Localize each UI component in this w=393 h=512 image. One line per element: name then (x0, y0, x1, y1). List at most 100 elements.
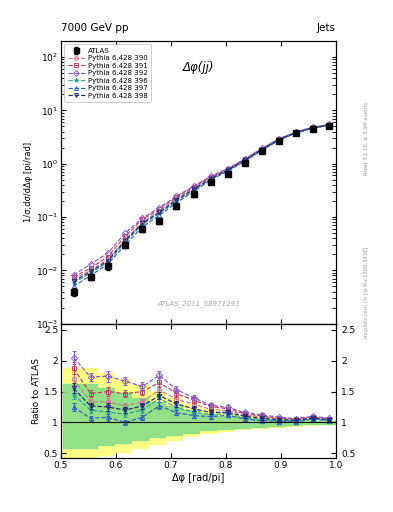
Pythia 6.428 396 (259, 147, 264, 153)
Pythia 6.428 398 (327, 122, 332, 128)
Pythia 6.428 392 (294, 129, 298, 135)
Pythia 6.428 391 (140, 217, 145, 223)
Pythia 6.428 398 (242, 157, 247, 163)
Pythia 6.428 397 (71, 283, 76, 289)
Pythia 6.428 390 (208, 175, 213, 181)
Pythia 6.428 396 (140, 222, 145, 228)
Pythia 6.428 391 (71, 274, 76, 280)
Pythia 6.428 396 (191, 187, 196, 194)
Pythia 6.428 398 (105, 258, 110, 264)
Pythia 6.428 390 (105, 257, 110, 263)
Pythia 6.428 397 (88, 272, 93, 279)
Y-axis label: Ratio to ATLAS: Ratio to ATLAS (32, 358, 41, 424)
Pythia 6.428 390 (225, 166, 230, 173)
Pythia 6.428 391 (123, 233, 128, 239)
Line: Pythia 6.428 392: Pythia 6.428 392 (72, 122, 332, 277)
Pythia 6.428 392 (174, 193, 179, 199)
Text: Rivet 3.1.10, ≥ 3.3M events: Rivet 3.1.10, ≥ 3.3M events (364, 101, 369, 175)
Pythia 6.428 392 (71, 272, 76, 278)
Pythia 6.428 398 (191, 186, 196, 193)
Pythia 6.428 390 (123, 237, 128, 243)
Pythia 6.428 390 (259, 146, 264, 152)
Pythia 6.428 391 (259, 146, 264, 152)
Pythia 6.428 391 (310, 124, 315, 131)
Pythia 6.428 391 (157, 206, 162, 212)
Pythia 6.428 392 (123, 230, 128, 236)
Pythia 6.428 390 (310, 124, 315, 131)
Pythia 6.428 397 (191, 188, 196, 195)
Pythia 6.428 392 (208, 174, 213, 180)
Pythia 6.428 392 (327, 121, 332, 127)
Pythia 6.428 397 (327, 122, 332, 129)
Pythia 6.428 390 (140, 219, 145, 225)
Pythia 6.428 390 (294, 129, 298, 135)
Legend: ATLAS, Pythia 6.428 390, Pythia 6.428 391, Pythia 6.428 392, Pythia 6.428 396, P: ATLAS, Pythia 6.428 390, Pythia 6.428 39… (64, 45, 151, 102)
Pythia 6.428 396 (225, 167, 230, 174)
Y-axis label: 1/σ;dσ/dΔφ [pi/rad]: 1/σ;dσ/dΔφ [pi/rad] (24, 142, 33, 222)
Pythia 6.428 398 (140, 220, 145, 226)
Text: 7000 GeV pp: 7000 GeV pp (61, 23, 129, 33)
Pythia 6.428 392 (276, 136, 281, 142)
X-axis label: Δφ [rad/pi]: Δφ [rad/pi] (172, 473, 225, 483)
Pythia 6.428 396 (123, 239, 128, 245)
Pythia 6.428 397 (310, 125, 315, 131)
Pythia 6.428 391 (294, 129, 298, 135)
Pythia 6.428 396 (208, 176, 213, 182)
Pythia 6.428 397 (140, 224, 145, 230)
Pythia 6.428 397 (259, 147, 264, 154)
Pythia 6.428 397 (157, 212, 162, 218)
Pythia 6.428 398 (294, 130, 298, 136)
Pythia 6.428 392 (88, 261, 93, 267)
Pythia 6.428 391 (88, 265, 93, 271)
Pythia 6.428 398 (259, 146, 264, 153)
Pythia 6.428 390 (191, 185, 196, 191)
Pythia 6.428 390 (71, 276, 76, 282)
Pythia 6.428 391 (327, 121, 332, 127)
Pythia 6.428 396 (174, 198, 179, 204)
Pythia 6.428 398 (123, 238, 128, 244)
Pythia 6.428 390 (276, 136, 281, 142)
Pythia 6.428 396 (276, 137, 281, 143)
Pythia 6.428 391 (191, 184, 196, 190)
Pythia 6.428 397 (294, 130, 298, 136)
Text: Jets: Jets (317, 23, 336, 33)
Pythia 6.428 398 (208, 176, 213, 182)
Pythia 6.428 398 (71, 279, 76, 285)
Pythia 6.428 398 (88, 268, 93, 274)
Pythia 6.428 391 (225, 166, 230, 172)
Pythia 6.428 397 (276, 137, 281, 143)
Pythia 6.428 397 (123, 242, 128, 248)
Pythia 6.428 392 (191, 183, 196, 189)
Pythia 6.428 396 (157, 210, 162, 216)
Pythia 6.428 397 (208, 177, 213, 183)
Pythia 6.428 398 (276, 137, 281, 143)
Line: Pythia 6.428 391: Pythia 6.428 391 (72, 122, 332, 279)
Pythia 6.428 398 (174, 197, 179, 203)
Pythia 6.428 396 (71, 280, 76, 286)
Pythia 6.428 392 (310, 124, 315, 130)
Pythia 6.428 396 (294, 130, 298, 136)
Pythia 6.428 390 (174, 196, 179, 202)
Text: ATLAS_2011_S8971293: ATLAS_2011_S8971293 (157, 300, 240, 307)
Pythia 6.428 396 (327, 122, 332, 128)
Pythia 6.428 390 (327, 122, 332, 128)
Pythia 6.428 392 (157, 204, 162, 210)
Pythia 6.428 397 (242, 158, 247, 164)
Line: Pythia 6.428 390: Pythia 6.428 390 (72, 122, 332, 282)
Pythia 6.428 397 (174, 200, 179, 206)
Pythia 6.428 392 (225, 165, 230, 172)
Pythia 6.428 392 (242, 156, 247, 162)
Line: Pythia 6.428 398: Pythia 6.428 398 (72, 123, 332, 284)
Pythia 6.428 396 (88, 270, 93, 276)
Pythia 6.428 397 (225, 168, 230, 174)
Pythia 6.428 396 (310, 125, 315, 131)
Pythia 6.428 390 (157, 208, 162, 214)
Text: mcplots.cern.ch [arXiv:1306.3436]: mcplots.cern.ch [arXiv:1306.3436] (364, 246, 369, 337)
Pythia 6.428 391 (242, 156, 247, 162)
Pythia 6.428 390 (88, 267, 93, 273)
Line: Pythia 6.428 396: Pythia 6.428 396 (72, 123, 332, 285)
Pythia 6.428 396 (242, 158, 247, 164)
Pythia 6.428 391 (174, 194, 179, 200)
Pythia 6.428 396 (105, 260, 110, 266)
Pythia 6.428 392 (259, 145, 264, 152)
